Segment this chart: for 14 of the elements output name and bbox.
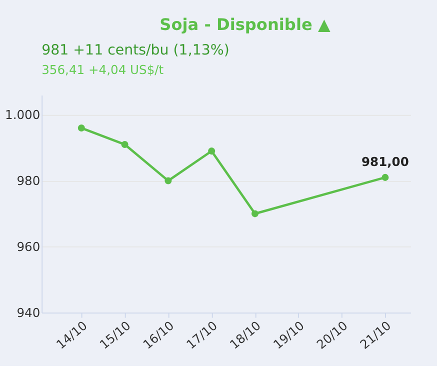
chart-subtitle: 981 +11 cents/bu (1,13%) [42,42,230,58]
point [251,210,259,218]
chart-title: Soja - Disponible ▲ [160,14,331,34]
y-tick-label: 940 [16,306,40,320]
y-tick-label: 1.000 [5,108,40,122]
y-tick-label: 960 [16,240,40,254]
text: 356,41 +4,04 US$/t [42,63,164,78]
y-tick-label: 980 [16,174,40,188]
point [164,177,172,184]
point [121,140,128,148]
data-label: 981,00 [361,155,409,170]
point [382,174,389,181]
point [78,124,85,132]
point [208,148,216,155]
